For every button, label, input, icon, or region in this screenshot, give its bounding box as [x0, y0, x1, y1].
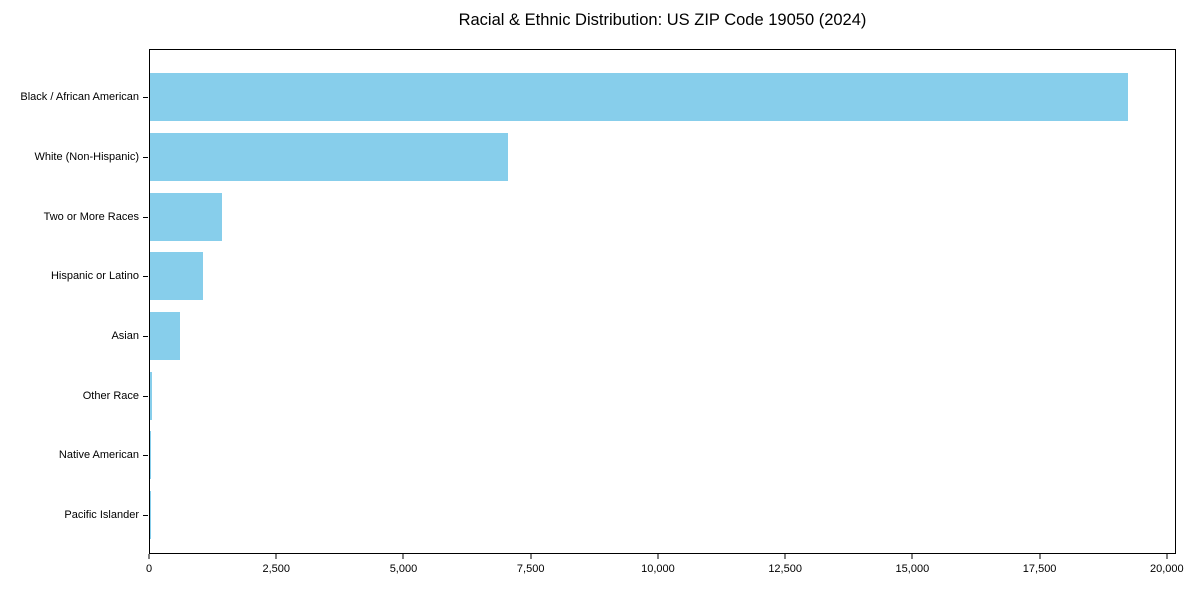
bar [150, 73, 1128, 122]
bar [150, 371, 153, 420]
x-axis-tick-label: 17,500 [1022, 563, 1057, 575]
y-axis-category-label: Two or More Races [43, 210, 139, 223]
plot-area: Black / African American White (Non-Hispa… [20, 49, 1176, 554]
x-axis-tick-mark [1039, 554, 1041, 559]
y-axis-category-label: Other Race [82, 389, 139, 402]
bar [150, 312, 180, 361]
y-axis-tick-mark [143, 336, 148, 338]
x-axis-tick-label: 15,000 [895, 563, 930, 575]
chart-title: Racial & Ethnic Distribution: US ZIP Cod… [458, 11, 867, 29]
y-axis-category-label: Hispanic or Latino [50, 270, 139, 283]
x-axis-tick-label: 20,000 [1150, 563, 1184, 575]
x-axis-tick-mark [784, 554, 786, 559]
bar [150, 491, 151, 540]
y-axis-category-label: White (Non-Hispanic) [34, 151, 139, 164]
y-axis-tick-mark [143, 216, 148, 218]
bar-row: Hispanic or Latino [51, 247, 1175, 307]
x-axis-tick-mark [530, 554, 532, 559]
y-axis-tick-mark [143, 97, 148, 99]
bar [150, 192, 223, 241]
x-axis-tick-mark [1166, 554, 1168, 559]
y-axis-tick-mark [143, 455, 148, 457]
x-axis-tick-label: 0 [145, 563, 153, 575]
y-axis-category-label: Native American [58, 449, 139, 462]
x-axis-tick-label: 2,500 [262, 563, 290, 575]
y-axis-category-label: Black / African American [20, 91, 139, 104]
bar [150, 252, 203, 301]
x-axis-tick-mark [657, 554, 659, 559]
bar-row: Asian [111, 306, 1175, 366]
bar-row: Two or More Races [44, 187, 1175, 247]
bar [150, 431, 152, 480]
bar-row: Native American [59, 426, 1175, 486]
y-axis-tick-mark [143, 395, 148, 397]
x-axis-tick-label: 12,500 [768, 563, 802, 575]
bar-row: Black / African American [20, 68, 1175, 128]
x-axis: 0 2,500 5,000 7,500 10,000 12,500 15,000 17,500… [145, 554, 1184, 594]
bar-row: Other Race [83, 366, 1175, 426]
y-axis-tick-mark [143, 276, 148, 278]
y-axis-category-label: Pacific Islander [64, 509, 139, 522]
bar-series: Black / African American White (Non-Hispa… [20, 50, 1175, 553]
x-axis-tick-label: 5,000 [389, 563, 418, 575]
x-axis-tick-label: 10,000 [641, 563, 675, 575]
y-axis-tick-mark [143, 157, 148, 159]
x-axis-tick-mark [148, 554, 150, 559]
y-axis-category-label: Asian [111, 330, 139, 343]
x-axis-tick-label: 7,500 [516, 563, 545, 575]
x-axis-tick-mark [275, 554, 277, 559]
x-axis-tick-mark [911, 554, 913, 559]
bar-row: Pacific Islander [64, 485, 1175, 545]
y-axis-tick-mark [143, 515, 148, 517]
bar-row: White (Non-Hispanic) [34, 127, 1175, 187]
x-axis-tick-mark [402, 554, 404, 559]
bar [150, 133, 508, 182]
